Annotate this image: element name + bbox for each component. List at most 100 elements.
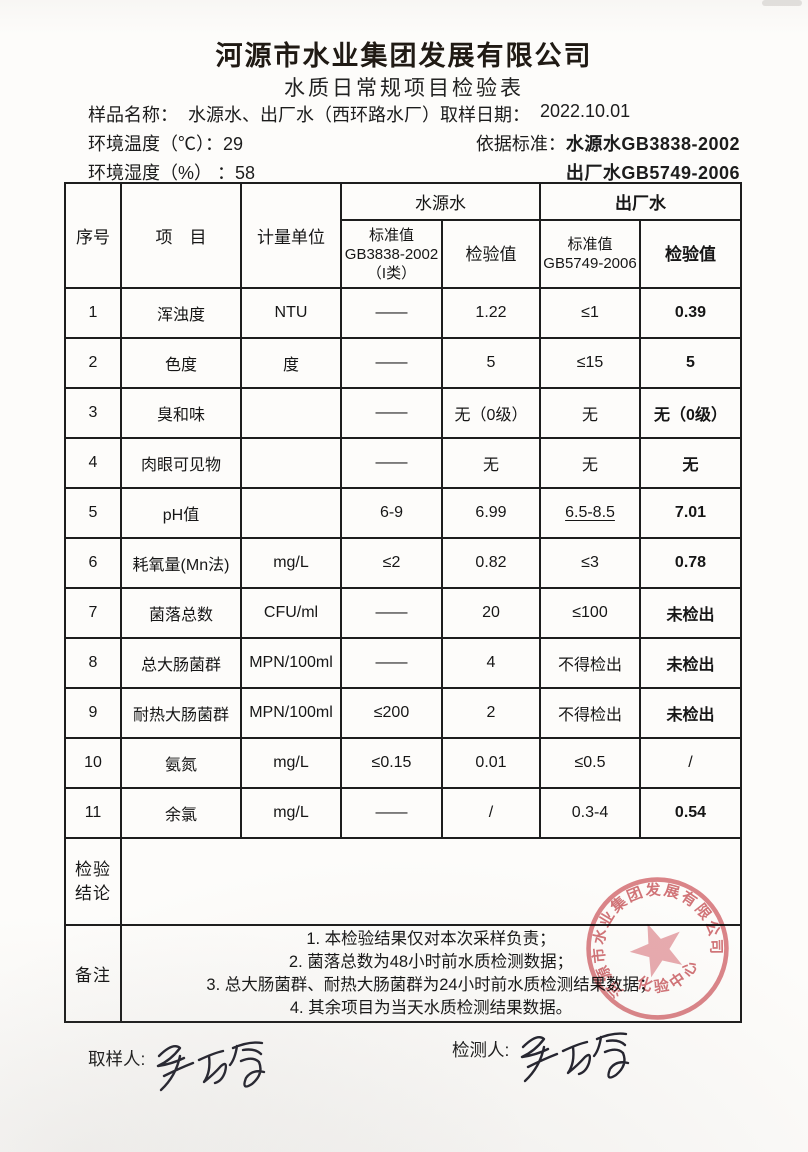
header-source-value: 检验值 <box>441 219 541 289</box>
standard-reference: 依据标准：水源水GB3838-2002 <box>476 130 740 156</box>
cell-no: 11 <box>64 787 122 839</box>
table-row-heat-resistant-coliform: 9 耐热大肠菌群 MPN/100ml ≤200 2 不得检出 未检出 <box>64 687 742 739</box>
header-no: 序号 <box>64 182 122 289</box>
cell-outlet-standard: 无 <box>539 437 641 489</box>
cell-source-standard: ≤200 <box>340 687 443 739</box>
cell-source-value: 2 <box>441 687 541 739</box>
header-item: 项 目 <box>120 182 242 289</box>
cell-source-standard: ≤2 <box>340 537 443 589</box>
sample-name-label: 样品名称： <box>88 105 178 125</box>
cell-source-standard: —— <box>340 387 443 439</box>
cell-source-standard: —— <box>340 787 443 839</box>
cell-outlet-standard: 0.3-4 <box>539 787 641 839</box>
cell-no: 7 <box>64 587 122 639</box>
cell-item: 耐热大肠菌群 <box>120 687 242 739</box>
cell-outlet-standard: 不得检出 <box>539 637 641 689</box>
table-row-ammonia-nitrogen: 10 氨氮 mg/L ≤0.15 0.01 ≤0.5 / <box>64 737 742 789</box>
sampler-label: 取样人: <box>88 1049 146 1069</box>
cell-source-value: 0.01 <box>441 737 541 789</box>
cell-unit: mg/L <box>240 737 342 789</box>
cell-unit: mg/L <box>240 537 342 589</box>
cell-source-value: 1.22 <box>441 287 541 339</box>
header-group-outlet-water: 出厂水 <box>539 182 742 221</box>
scan-corner-artifact <box>762 0 802 6</box>
cell-outlet-standard: 无 <box>539 387 641 439</box>
table-row-colony-count: 7 菌落总数 CFU/ml —— 20 ≤100 未检出 <box>64 587 742 639</box>
cell-item: 余氯 <box>120 787 242 839</box>
cell-outlet-value: 0.54 <box>639 787 742 839</box>
cell-no: 5 <box>64 487 122 539</box>
company-title: 河源市水业集团发展有限公司 <box>215 41 593 71</box>
cell-item: 色度 <box>120 337 242 389</box>
cell-unit <box>240 387 342 439</box>
cell-outlet-value: 5 <box>639 337 742 389</box>
cell-outlet-standard: ≤1 <box>539 287 641 339</box>
cell-no: 10 <box>64 737 122 789</box>
cell-source-value: 4 <box>441 637 541 689</box>
cell-outlet-standard: 6.5-8.5 <box>539 487 641 539</box>
cell-outlet-standard: ≤0.5 <box>539 737 641 789</box>
outlet-water-standard: 出厂水GB5749-2006 <box>565 163 740 183</box>
cell-outlet-standard: ≤100 <box>539 587 641 639</box>
cell-source-standard: —— <box>340 437 443 489</box>
remarks-label: 备注 <box>64 924 122 1023</box>
cell-outlet-value: 未检出 <box>639 637 742 689</box>
cell-item: 浑浊度 <box>120 287 242 339</box>
cell-unit: mg/L <box>240 787 342 839</box>
cell-source-value: / <box>441 787 541 839</box>
cell-source-value: 20 <box>441 587 541 639</box>
table-row-residual-chlorine: 11 余氯 mg/L —— / 0.3-4 0.54 <box>64 787 742 839</box>
header-unit: 计量单位 <box>240 182 342 289</box>
cell-unit <box>240 487 342 539</box>
cell-item: 臭和味 <box>120 387 242 439</box>
cell-no: 6 <box>64 537 122 589</box>
cell-source-value: 5 <box>441 337 541 389</box>
cell-outlet-standard: ≤3 <box>539 537 641 589</box>
header-outlet-value: 检验值 <box>639 219 742 289</box>
table-header-row-1: 序号 项 目 计量单位 水源水 出厂水 <box>64 182 742 289</box>
remark-line: 1. 本检验结果仅对本次采样负责； <box>306 929 556 948</box>
sample-info-line: 样品名称： 水源水、出厂水（西环路水厂） 取样日期： 2022.10.01 <box>88 101 740 127</box>
table-row-oxygen-consumption: 6 耗氧量(Mn法) mg/L ≤2 0.82 ≤3 0.78 <box>64 537 742 589</box>
env-temperature: 环境温度（℃）：29 <box>88 134 244 154</box>
cell-item: pH值 <box>120 487 242 539</box>
tester-label: 检测人: <box>452 1040 510 1060</box>
env-humidity: 环境湿度（%） ：58 <box>88 163 256 183</box>
table-row-ph: 5 pH值 6-9 6.99 6.5-8.5 7.01 <box>64 487 742 539</box>
table-row-color: 2 色度 度 —— 5 ≤15 5 <box>64 337 742 389</box>
cell-source-standard: —— <box>340 287 443 339</box>
cell-outlet-value: 0.78 <box>639 537 742 589</box>
page-title: 水质日常规项目检验表 <box>284 77 524 100</box>
cell-source-value: 6.99 <box>441 487 541 539</box>
sample-name-value: 水源水、出厂水（西环路水厂） <box>188 105 440 125</box>
cell-source-standard: —— <box>340 637 443 689</box>
cell-outlet-value: 未检出 <box>639 687 742 739</box>
remark-line: 2. 菌落总数为48小时前水质检测数据； <box>288 952 574 971</box>
cell-unit: 度 <box>240 337 342 389</box>
sample-date-value: 2022.10.01 <box>540 101 631 121</box>
remarks-row: 备注 1. 本检验结果仅对本次采样负责； 2. 菌落总数为48小时前水质检测数据… <box>64 924 742 1023</box>
conclusion-label: 检验 结论 <box>64 837 122 926</box>
cell-unit: MPN/100ml <box>240 687 342 739</box>
cell-unit: MPN/100ml <box>240 637 342 689</box>
cell-source-value: 无 <box>441 437 541 489</box>
cell-outlet-value: 无 <box>639 437 742 489</box>
cell-source-standard: —— <box>340 337 443 389</box>
standard-label: 依据标准： <box>475 134 566 154</box>
cell-unit <box>240 437 342 489</box>
cell-no: 3 <box>64 387 122 439</box>
sample-date-label: 取样日期： <box>440 105 530 125</box>
sampler-signature-block: 取样人: <box>88 1036 276 1098</box>
stamp-star-icon <box>629 923 683 978</box>
header-outlet-standard: 标准值 GB5749-2006 <box>539 219 641 289</box>
table-row-total-coliform: 8 总大肠菌群 MPN/100ml —— 4 不得检出 未检出 <box>64 637 742 689</box>
cell-source-standard: 6-9 <box>340 487 443 539</box>
cell-outlet-value: 0.39 <box>639 287 742 339</box>
cell-source-value: 无（0级） <box>441 387 541 439</box>
cell-item: 总大肠菌群 <box>120 637 242 689</box>
cell-source-value: 0.82 <box>441 537 541 589</box>
cell-no: 2 <box>64 337 122 389</box>
header-source-standard: 标准值 GB3838-2002 （I类） <box>340 219 443 289</box>
header-group-source-water: 水源水 <box>340 182 541 221</box>
cell-outlet-value: / <box>639 737 742 789</box>
